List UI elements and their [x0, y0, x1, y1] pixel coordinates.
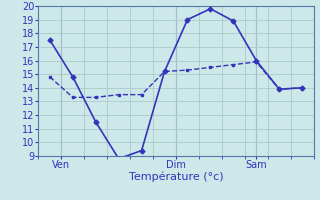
X-axis label: Température (°c): Température (°c) — [129, 172, 223, 182]
